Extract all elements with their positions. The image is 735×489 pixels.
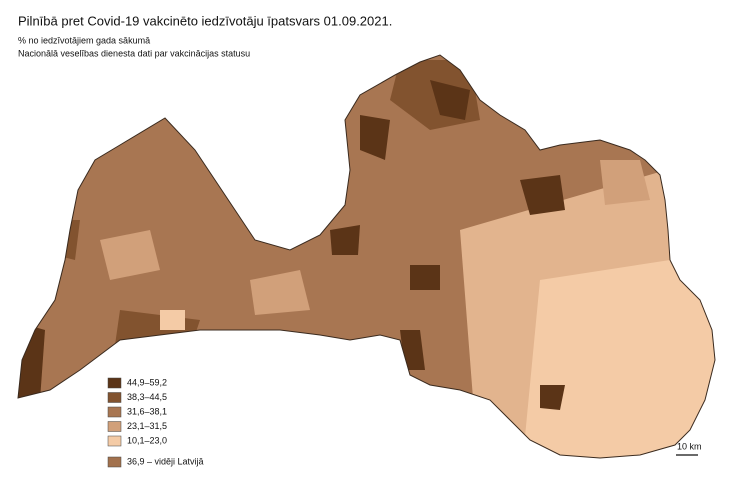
legend-label: 36,9 – vidēji Latvijā bbox=[127, 456, 204, 466]
legend: 44,9–59,2 38,3–44,5 31,6–38,1 23,1–31,5 10,1… bbox=[107, 377, 204, 468]
legend-label: 10,1–23,0 bbox=[127, 435, 167, 445]
subtitle: % no iedzīvotājiem gada sākumā bbox=[18, 35, 150, 45]
legend-swatch bbox=[107, 456, 122, 468]
legend-label: 44,9–59,2 bbox=[127, 377, 167, 387]
legend-label: 23,1–31,5 bbox=[127, 421, 167, 431]
legend-label: 38,3–44,5 bbox=[127, 392, 167, 402]
scale-label: 10 km bbox=[677, 441, 702, 451]
legend-label: 31,6–38,1 bbox=[127, 406, 167, 416]
subtitle: Nacionālā veselības dienesta dati par va… bbox=[18, 48, 250, 58]
legend-swatch bbox=[107, 392, 122, 403]
legend-swatch bbox=[107, 377, 122, 389]
title: Pilnībā pret Covid-19 vakcinēto iedzīvot… bbox=[18, 13, 392, 28]
legend-swatch bbox=[107, 435, 122, 447]
legend-swatch bbox=[107, 406, 122, 418]
country-outline bbox=[17, 54, 716, 459]
legend-swatch bbox=[107, 421, 122, 432]
